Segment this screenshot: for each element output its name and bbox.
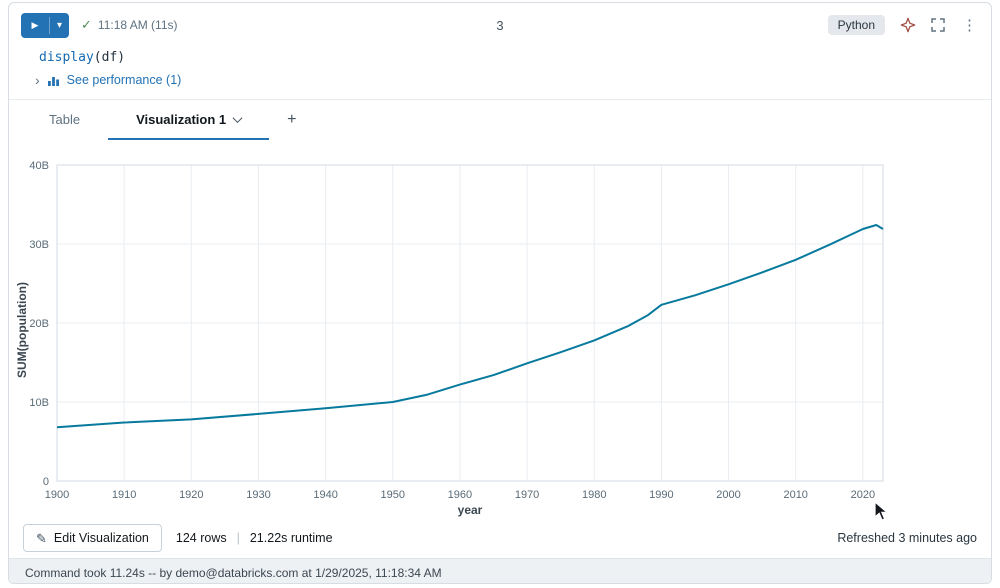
pencil-icon: ✎	[36, 530, 47, 546]
svg-text:1920: 1920	[179, 489, 203, 501]
command-status-bar: Command took 11.24s -- by demo@databrick…	[9, 558, 991, 583]
run-button[interactable]: ▶	[21, 13, 49, 38]
svg-text:0: 0	[43, 476, 49, 488]
performance-row: › See performance (1)	[9, 67, 991, 93]
svg-text:year: year	[458, 503, 483, 517]
cell-header-actions: Python ⋮	[827, 15, 979, 35]
stats-divider: |	[236, 531, 240, 545]
notebook-cell: ▶ ▾ ✓ 11:18 AM (11s) 3 Python ⋮ display(…	[8, 2, 992, 584]
cell-top: ▶ ▾ ✓ 11:18 AM (11s) 3 Python ⋮ display(…	[9, 3, 991, 100]
command-status-text: Command took 11.24s -- by demo@databrick…	[25, 566, 442, 580]
see-performance-link[interactable]: See performance (1)	[66, 73, 182, 87]
tab-table[interactable]: Table	[21, 100, 108, 140]
refreshed-status: Refreshed 3 minutes ago	[837, 531, 977, 545]
tab-visualization-label: Visualization 1	[136, 111, 227, 127]
chevron-down-icon: ▾	[56, 19, 63, 31]
run-timestamp: 11:18 AM (11s)	[97, 18, 178, 32]
tab-visualization-1[interactable]: Visualization 1	[108, 100, 270, 140]
code-close-paren: )	[117, 49, 126, 65]
run-options-button[interactable]: ▾	[50, 13, 69, 38]
add-visualization-button[interactable]: +	[269, 100, 314, 140]
run-button-group: ▶ ▾	[21, 12, 69, 38]
svg-text:2000: 2000	[716, 489, 740, 501]
svg-text:1940: 1940	[313, 489, 337, 501]
edit-visualization-label: Edit Visualization	[53, 531, 149, 545]
language-selector[interactable]: Python	[827, 15, 885, 35]
svg-text:1900: 1900	[45, 489, 69, 501]
visualization-panel: SUM(population) 0 10B 20B 30B 40B 1900 1910 192…	[9, 144, 991, 521]
result-stats: 124 rows | 21.22s runtime	[176, 531, 333, 545]
cell-number: 3	[496, 17, 504, 33]
runtime: 21.22s runtime	[249, 531, 333, 545]
svg-text:30B: 30B	[29, 239, 49, 251]
code-editor-line[interactable]: display(df)	[9, 47, 991, 67]
plus-icon: +	[287, 111, 297, 128]
svg-text:2010: 2010	[783, 489, 807, 501]
svg-text:1950: 1950	[381, 489, 405, 501]
svg-text:2020: 2020	[851, 489, 875, 501]
svg-text:1970: 1970	[515, 489, 539, 501]
kebab-menu-icon[interactable]: ⋮	[962, 16, 977, 34]
bar-chart-icon	[47, 74, 60, 87]
svg-text:1980: 1980	[582, 489, 606, 501]
expand-icon[interactable]	[931, 18, 945, 32]
code-function: display	[39, 49, 94, 65]
run-divider	[49, 16, 50, 34]
svg-text:40B: 40B	[29, 160, 49, 172]
svg-text:1910: 1910	[112, 489, 136, 501]
row-count: 124 rows	[175, 531, 227, 545]
success-check-icon: ✓	[81, 17, 92, 32]
result-tabbar: Table Visualization 1 +	[9, 100, 991, 140]
assistant-icon[interactable]	[900, 17, 916, 33]
edit-visualization-button[interactable]: ✎ Edit Visualization	[23, 524, 162, 552]
mouse-cursor	[871, 500, 891, 528]
result-footer: ✎ Edit Visualization 124 rows | 21.22s r…	[9, 518, 991, 558]
svg-text:10B: 10B	[29, 397, 49, 409]
cell-header: ▶ ▾ ✓ 11:18 AM (11s) 3 Python ⋮	[9, 3, 991, 47]
population-line-chart: 0 10B 20B 30B 40B 1900 1910 1920 1930 1940 1950 196…	[29, 160, 884, 517]
code-open-paren: (	[93, 49, 102, 65]
svg-text:1960: 1960	[448, 489, 472, 501]
tab-table-label: Table	[49, 111, 81, 127]
chevron-down-icon	[232, 112, 243, 123]
code-argument: df	[101, 49, 118, 65]
play-icon: ▶	[31, 19, 39, 30]
chevron-right-icon[interactable]: ›	[35, 72, 40, 88]
svg-text:1990: 1990	[649, 489, 673, 501]
svg-text:1930: 1930	[246, 489, 270, 501]
svg-text:20B: 20B	[29, 318, 49, 330]
